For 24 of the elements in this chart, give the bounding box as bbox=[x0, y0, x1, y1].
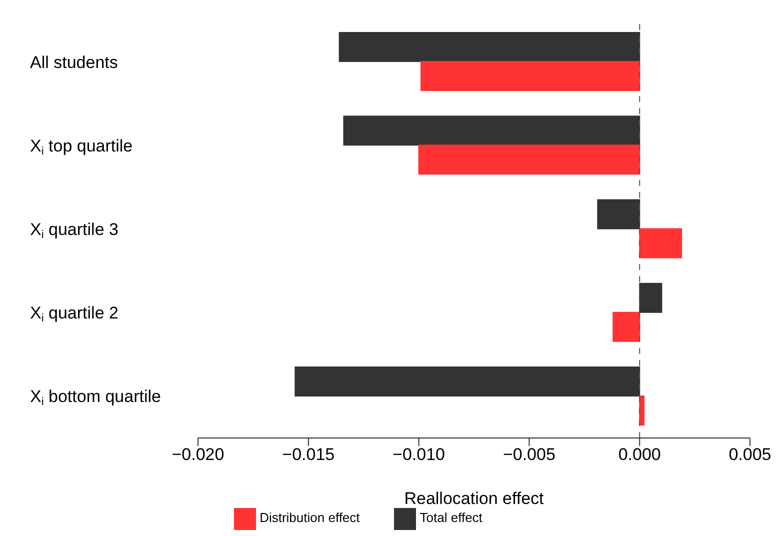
bar bbox=[418, 144, 640, 175]
x-tick-label: 0.005 bbox=[728, 445, 772, 464]
y-tick-label: All students bbox=[30, 52, 118, 72]
bar bbox=[639, 228, 682, 258]
x-tick-label: −0.020 bbox=[172, 445, 224, 464]
bar bbox=[338, 32, 640, 62]
x-tick-label: 0.000 bbox=[618, 445, 661, 464]
bar bbox=[639, 282, 662, 313]
bar bbox=[639, 395, 645, 426]
legend-label: Total effect bbox=[420, 510, 482, 526]
legend-label: Distribution effect bbox=[260, 510, 360, 526]
bar bbox=[597, 199, 640, 230]
bar bbox=[612, 312, 640, 342]
bar bbox=[420, 61, 640, 92]
x-tick-label: −0.005 bbox=[502, 445, 556, 464]
y-tick-label: X$_{i}$ top quartile bbox=[30, 136, 133, 158]
x-tick-label: −0.015 bbox=[282, 445, 335, 464]
y-tick-label: X$_{i}$ quartile 3 bbox=[30, 220, 118, 242]
y-tick-label: X$_{i}$ quartile 2 bbox=[30, 304, 118, 325]
bar bbox=[294, 366, 640, 396]
x-axis-title: Reallocation effect bbox=[404, 489, 544, 508]
y-tick-label: X$_{i}$ bottom quartile bbox=[30, 387, 161, 408]
bar bbox=[343, 116, 640, 146]
x-tick-label: −0.010 bbox=[392, 445, 446, 464]
